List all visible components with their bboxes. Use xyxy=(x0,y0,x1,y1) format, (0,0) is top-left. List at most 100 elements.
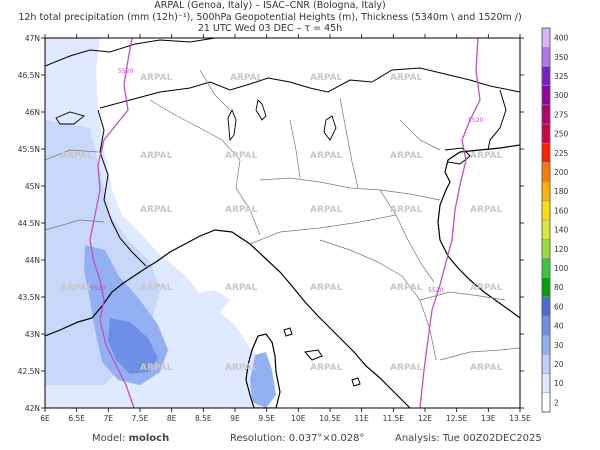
colorbar-label: 140 xyxy=(554,226,569,235)
watermark-20: ARPAL xyxy=(390,283,423,293)
colorbar-label: 275 xyxy=(554,110,569,119)
lake-garda xyxy=(323,115,337,141)
lon-tick-label: 12.5E xyxy=(446,414,468,423)
border-slovenia-italy xyxy=(487,89,507,151)
contour-labels: 5520 5520 5520 5520 xyxy=(90,68,483,294)
geopotential-contour-east xyxy=(419,38,481,408)
lon-tick-label: 7E xyxy=(104,414,114,423)
island-giglio xyxy=(351,377,361,387)
watermark-15: ARPAL xyxy=(470,205,503,215)
watermark-22: ARPAL xyxy=(140,363,173,373)
map-footer: Model: moloch Resolution: 0.037°×0.028° … xyxy=(0,433,600,447)
lat-tick-label: 45N xyxy=(25,182,40,191)
precip-area-corsica xyxy=(250,352,276,408)
watermark-11: ARPAL xyxy=(140,205,173,215)
watermark-2: ARPAL xyxy=(230,73,263,83)
watermark-9: ARPAL xyxy=(390,151,423,161)
lon-tick-label: 13.5E xyxy=(509,414,531,423)
colorbar-frame xyxy=(541,27,551,413)
colorbar-label: 325 xyxy=(554,72,569,81)
lon-tick-label: 10.5E xyxy=(319,414,341,423)
colorbar-swatch xyxy=(541,315,551,336)
colorbar-swatch xyxy=(541,200,551,221)
colorbar-label: 60 xyxy=(554,302,564,311)
watermark-24: ARPAL xyxy=(310,363,343,373)
colorbar-label: 40 xyxy=(554,322,564,331)
border-france-italy xyxy=(97,109,147,267)
lat-tick-label: 45.5N xyxy=(18,145,40,154)
lat-tick-label: 46.5N xyxy=(18,71,40,80)
colorbar-labels: 2 10 20 30 40 60 80 100 120 140 160 180 200 225 250 275… xyxy=(554,34,569,408)
contour-label-4: 5520 xyxy=(428,287,443,294)
colorbar-swatch xyxy=(541,238,551,259)
colorbar-swatch xyxy=(541,334,551,355)
lat-tick-label: 42N xyxy=(25,404,40,413)
colorbar-swatch xyxy=(541,277,551,298)
watermark-23: ARPAL xyxy=(225,363,258,373)
border-switzerland-italy xyxy=(99,77,373,109)
lon-tick-label: 11.5E xyxy=(383,414,405,423)
watermark-25: ARPAL xyxy=(390,363,423,373)
watermark-14: ARPAL xyxy=(390,205,423,215)
footer-model: Model: moloch xyxy=(92,433,169,444)
watermark-17: ARPAL xyxy=(140,283,173,293)
coastline-adriatic xyxy=(437,144,520,319)
footer-analysis: Analysis: Tue 00Z02DEC2025 xyxy=(395,433,542,444)
island-corsica xyxy=(245,333,281,408)
colorbar-label: 350 xyxy=(554,53,569,62)
lon-tick-label: 8E xyxy=(167,414,177,423)
precip-area-ligurian-light xyxy=(185,290,230,312)
arpal-watermarks: ARPAL ARPAL ARPAL ARPAL ARPAL ARPAL ARPA… xyxy=(60,73,503,373)
colorbar-swatch xyxy=(541,296,551,317)
header-institutions: ARPAL (Genoa, Italy) – ISAC–CNR (Bologna… xyxy=(154,0,386,11)
colorbar-label: 30 xyxy=(554,341,564,350)
header-fields: 12h total precipitation (mm (12h)⁻¹), 50… xyxy=(18,11,522,23)
watermark-7: ARPAL xyxy=(225,151,258,161)
longitude-labels: 6E 6.5E 7E 7.5E 8E 8.5E 9E 9.5E 10E 10.5E 11E 11.5E… xyxy=(40,414,531,423)
lon-tick-label: 9.5E xyxy=(258,414,275,423)
colorbar-label: 80 xyxy=(554,283,564,292)
footer-model-label: Model: xyxy=(92,433,126,444)
colorbar-swatch xyxy=(541,66,551,86)
colorbar-label: 300 xyxy=(554,91,569,100)
latitude-labels: 42N 42.5N 43N 43.5N 44N 44.5N 45N 45.5N 46N 46.5N… xyxy=(18,34,40,413)
lon-tick-label: 11E xyxy=(355,414,370,423)
watermark-5: ARPAL xyxy=(60,151,93,161)
colorbar-label: 400 xyxy=(554,34,569,43)
lat-tick-label: 43.5N xyxy=(18,293,40,302)
lat-tick-label: 42.5N xyxy=(18,367,40,376)
lon-tick-label: 10E xyxy=(291,414,306,423)
colorbar-label: 200 xyxy=(554,168,569,177)
coastline-france-liguria xyxy=(45,229,411,408)
watermark-1: ARPAL xyxy=(140,73,173,83)
watermark-6: ARPAL xyxy=(140,151,173,161)
colorbar-label: 100 xyxy=(554,264,569,273)
precip-area-heavy xyxy=(108,318,158,374)
colorbar-label: 120 xyxy=(554,245,569,254)
lat-tick-label: 43N xyxy=(25,330,40,339)
colorbar-swatch xyxy=(541,85,551,106)
axis-ticks xyxy=(41,34,524,412)
lon-tick-label: 13E xyxy=(481,414,496,423)
colorbar-swatch xyxy=(541,392,551,413)
header-valid-time: 21 UTC Wed 03 DEC – τ = 45h xyxy=(197,23,343,34)
colorbar-label: 20 xyxy=(554,360,564,369)
lon-tick-label: 12E xyxy=(418,414,433,423)
lat-tick-label: 44N xyxy=(25,256,40,265)
border-austria-italy xyxy=(371,67,520,93)
contour-label-2: 5520 xyxy=(90,285,105,292)
colorbar-label: 2 xyxy=(554,398,559,407)
colorbar-label: 10 xyxy=(554,379,564,388)
colorbar-swatch xyxy=(541,162,551,182)
footer-resolution: Resolution: 0.037°×0.028° xyxy=(230,433,365,444)
colorbar-swatch xyxy=(541,46,551,67)
watermark-10: ARPAL xyxy=(470,151,503,161)
coastline-lagoon xyxy=(444,147,471,165)
watermark-8: ARPAL xyxy=(310,151,343,161)
lat-tick-label: 46N xyxy=(25,108,40,117)
lake-maggiore xyxy=(227,108,237,142)
colorbar-swatch xyxy=(541,373,551,394)
contour-label-1: 5520 xyxy=(118,68,133,75)
